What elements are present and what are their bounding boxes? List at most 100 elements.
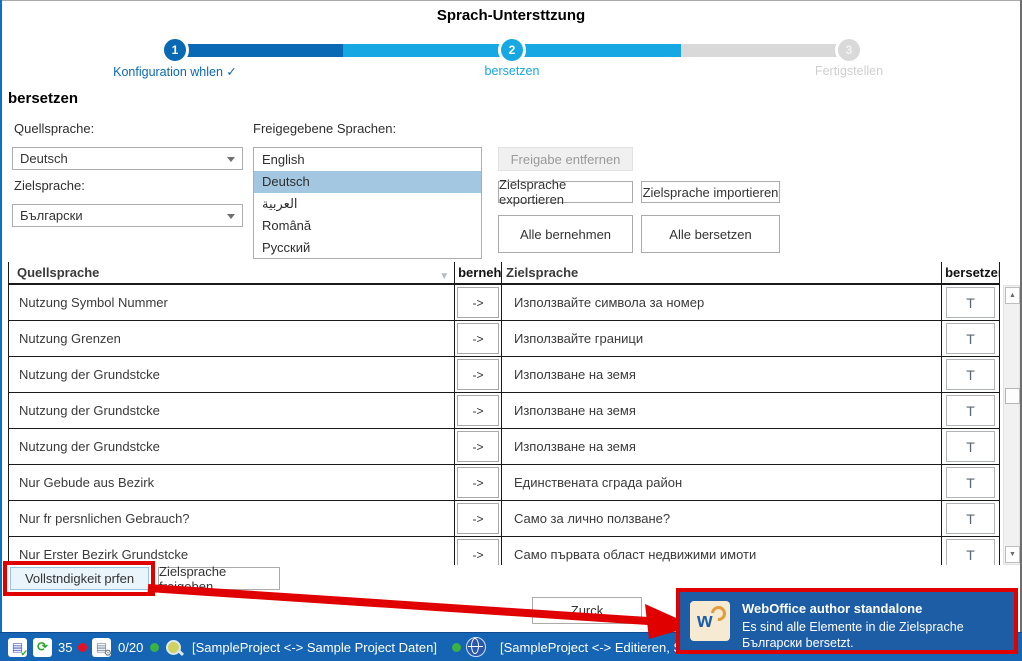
- language-option[interactable]: Deutsch: [254, 171, 481, 193]
- target-text: Само първата област недвижими имоти: [514, 547, 757, 562]
- back-button[interactable]: Zurck: [532, 597, 642, 624]
- export-target-button[interactable]: Zielsprache exportieren: [498, 177, 633, 207]
- apply-arrow-button[interactable]: ->: [457, 395, 500, 426]
- source-text: Nur Erster Bezirk Grundstcke: [19, 547, 189, 562]
- chevron-down-icon: [227, 157, 235, 162]
- source-text: Nur Gebude aus Bezirk: [19, 475, 155, 490]
- column-header-zielsprache[interactable]: Zielsprache: [502, 262, 943, 283]
- table-row: Nur fr persnlichen Gebrauch? -> Само за …: [9, 501, 999, 537]
- step-circle-1[interactable]: 1: [161, 36, 189, 64]
- chevron-down-icon: [227, 214, 235, 219]
- status-count-2: 0/20: [118, 639, 144, 655]
- apply-all-button[interactable]: Alle bernehmen: [498, 215, 633, 253]
- source-text: Nutzung der Grundstcke: [19, 439, 160, 454]
- green-status-dot: [452, 642, 461, 652]
- apply-arrow-button[interactable]: ->: [457, 287, 500, 318]
- table-row: Nur Erster Bezirk Grundstcke -> Само пър…: [9, 537, 999, 565]
- notification-message: Es sind alle Elemente in die Zielsprache…: [742, 620, 964, 650]
- window-border-top: [0, 0, 1022, 1]
- window-border-left: [0, 0, 2, 632]
- globe-icon[interactable]: [466, 637, 486, 657]
- language-option[interactable]: العربية: [262, 196, 298, 211]
- window-border-right: [1020, 0, 1022, 632]
- weboffice-logo-icon: w: [690, 601, 730, 641]
- target-text: Използвайте граници: [514, 331, 644, 346]
- green-status-dot: [150, 642, 159, 652]
- source-text: Nur fr persnlichen Gebrauch?: [19, 511, 190, 526]
- import-target-button[interactable]: Zielsprache importieren: [641, 181, 780, 203]
- source-language-label: Quellsprache:: [14, 121, 95, 136]
- step-circle-2[interactable]: 2: [498, 36, 526, 64]
- translate-all-button[interactable]: Alle bersetzen: [641, 215, 780, 253]
- apply-arrow-button[interactable]: ->: [457, 431, 500, 462]
- column-header-uebersetzen[interactable]: bersetzen: [945, 265, 999, 280]
- target-text: Единствената сграда район: [514, 475, 683, 490]
- notification-toast[interactable]: w WebOffice author standalone Es sind al…: [676, 588, 1018, 654]
- apply-arrow-button[interactable]: ->: [457, 323, 500, 354]
- form-gear-icon[interactable]: ▤ ⚙: [92, 637, 112, 659]
- language-option[interactable]: English: [262, 152, 305, 167]
- step-circle-3: 3: [835, 36, 863, 64]
- target-text: Само за лично ползване?: [514, 511, 671, 526]
- translate-t-button[interactable]: T: [946, 323, 996, 354]
- stepper-segment-done: [175, 44, 343, 57]
- table-row: Nur Gebude aus Bezirk -> Единствената сг…: [9, 465, 999, 501]
- table-row: Nutzung Grenzen -> Използвайте граници T: [9, 321, 999, 357]
- translate-t-button[interactable]: T: [946, 395, 996, 426]
- release-target-button[interactable]: Zielsprache freigeben: [158, 564, 280, 594]
- column-header-quellsprache[interactable]: Quellsprache ▼: [9, 262, 456, 283]
- dialog-title: Sprach-Untersttzung: [436, 7, 586, 24]
- stepper-segment-pending: [681, 44, 849, 57]
- table-row: Nutzung der Grundstcke -> Използване на …: [9, 429, 999, 465]
- report-check-icon[interactable]: ▤ ✔: [8, 637, 28, 659]
- scroll-down-icon[interactable]: ▼: [1005, 546, 1020, 563]
- translate-t-button[interactable]: T: [946, 431, 996, 462]
- translate-t-button[interactable]: T: [946, 539, 996, 565]
- status-count-1: 35: [58, 639, 73, 655]
- red-status-dot: [78, 642, 87, 652]
- table-row: Nutzung der Grundstcke -> Използване на …: [9, 393, 999, 429]
- annotation-rectangle: [3, 561, 155, 596]
- translate-t-button[interactable]: T: [946, 503, 996, 534]
- target-text: Използване на земя: [514, 403, 636, 418]
- search-icon[interactable]: [164, 638, 185, 657]
- table-header-row: Quellsprache ▼ bernehmen Zielsprache ber…: [9, 262, 999, 285]
- source-text: Nutzung der Grundstcke: [19, 367, 160, 382]
- step-label-konfiguration: Konfiguration whlen ✓: [113, 65, 237, 79]
- translate-t-button[interactable]: T: [946, 287, 996, 318]
- translate-t-button[interactable]: T: [946, 467, 996, 498]
- target-text: Използване на земя: [514, 439, 636, 454]
- check-completeness-button[interactable]: Vollstndigkeit prfen: [10, 567, 149, 590]
- translate-t-button[interactable]: T: [946, 359, 996, 390]
- apply-arrow-button[interactable]: ->: [457, 539, 500, 565]
- status-project-2[interactable]: [SampleProject <-> Editieren, Sar: [500, 639, 694, 655]
- step-label-uebersetzen: bersetzen: [484, 64, 540, 78]
- language-option[interactable]: Română: [262, 218, 312, 233]
- language-option[interactable]: Русский: [262, 240, 311, 255]
- source-language-dropdown[interactable]: Deutsch: [12, 147, 243, 170]
- released-languages-listbox[interactable]: English Deutsch العربية Română Русский: [253, 147, 482, 259]
- column-header-uebernehmen[interactable]: bernehmen: [455, 262, 502, 283]
- source-text: Nutzung der Grundstcke: [19, 403, 160, 418]
- scrollbar-thumb[interactable]: [1005, 388, 1020, 404]
- apply-arrow-button[interactable]: ->: [457, 467, 500, 498]
- step-label-fertigstellen: Fertigstellen: [814, 64, 884, 78]
- table-row: Nutzung der Grundstcke -> Използване на …: [9, 357, 999, 393]
- target-language-label: Zielsprache:: [14, 178, 85, 193]
- apply-arrow-button[interactable]: ->: [457, 503, 500, 534]
- table-row: Nutzung Symbol Nummer -> Използвайте сим…: [9, 285, 999, 321]
- table-scrollbar[interactable]: ▲ ▼: [1003, 285, 1020, 565]
- sort-icon[interactable]: ▼: [439, 271, 450, 282]
- source-text: Nutzung Grenzen: [19, 331, 121, 346]
- target-language-dropdown[interactable]: Български: [12, 204, 243, 227]
- apply-arrow-button[interactable]: ->: [457, 359, 500, 390]
- section-heading: bersetzen: [8, 90, 79, 107]
- target-language-value: Български: [20, 208, 83, 223]
- status-project-1[interactable]: [SampleProject <-> Sample Project Daten]: [192, 639, 437, 655]
- source-language-value: Deutsch: [20, 151, 68, 166]
- translation-table: Quellsprache ▼ bernehmen Zielsprache ber…: [8, 262, 1000, 565]
- released-languages-label: Freigegebene Sprachen:: [253, 121, 397, 136]
- scroll-up-icon[interactable]: ▲: [1005, 287, 1020, 304]
- target-text: Използвайте символа за номер: [514, 295, 705, 310]
- sync-icon[interactable]: ⟳: [33, 637, 52, 657]
